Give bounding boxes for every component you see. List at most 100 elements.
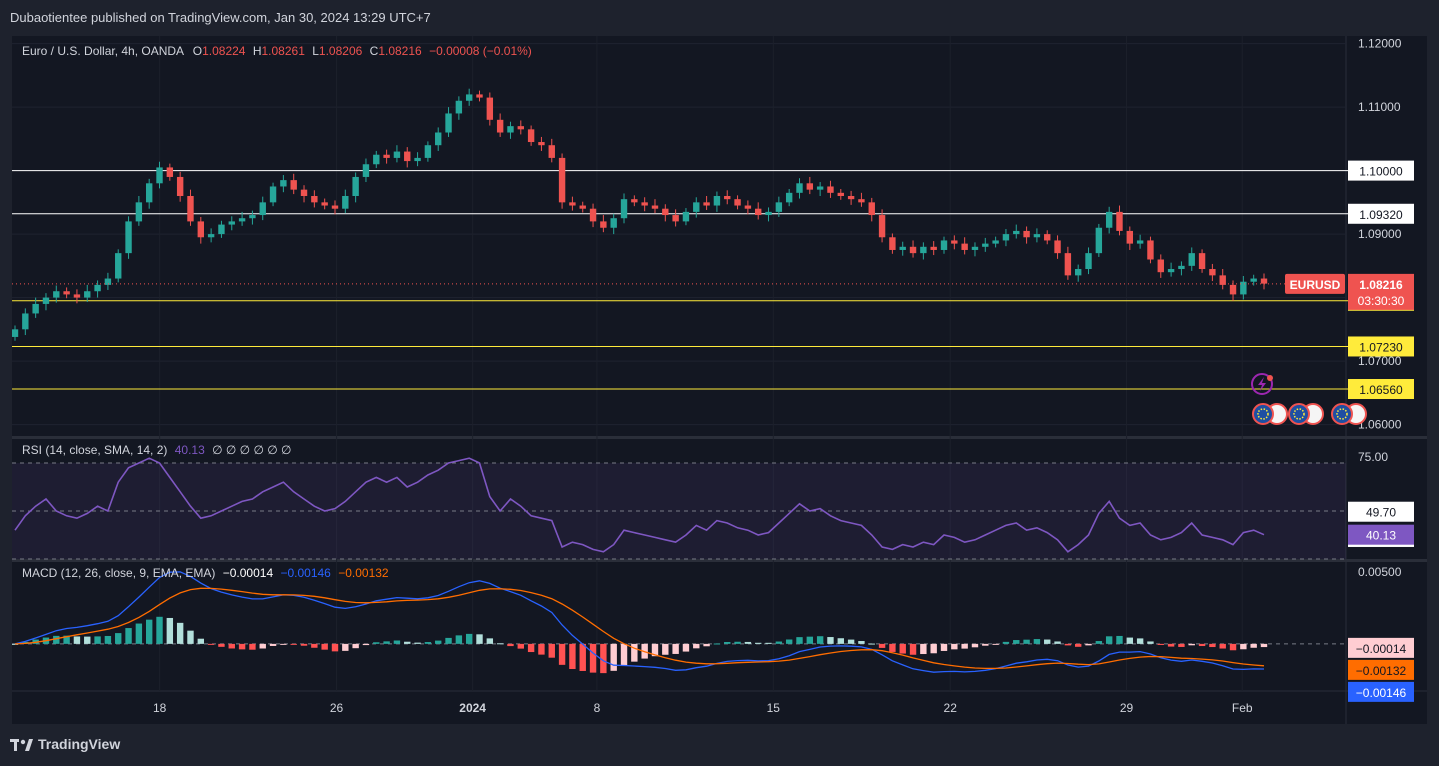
macd-histogram-bar — [744, 641, 752, 644]
macd-histogram-bar — [930, 643, 937, 654]
candle-body — [940, 240, 948, 250]
candle-body — [104, 278, 112, 285]
macd-histogram-bar — [775, 641, 783, 644]
macd-histogram-bar — [238, 643, 246, 650]
macd-histogram-bar — [909, 643, 917, 655]
candle-body — [982, 243, 989, 247]
macd-histogram-bar — [1095, 641, 1103, 644]
macd-histogram-bar — [176, 622, 184, 644]
candle-body — [1033, 234, 1041, 238]
time-tick-label: 2024 — [459, 701, 486, 715]
macd-histogram-bar — [465, 633, 473, 644]
rsi-value: 40.13 — [174, 443, 205, 457]
rsi-legend: RSI (14, close, SMA, 14, 2) 40.13 ∅ ∅ ∅ … — [22, 443, 292, 457]
macd-histogram-bar — [435, 640, 442, 644]
macd-histogram-bar — [125, 628, 132, 644]
level-tag-label: 1.09320 — [1359, 208, 1403, 222]
chart-area[interactable]: 1.120001.110001.100001.090001.080001.070… — [12, 36, 1427, 724]
macd-histogram-bar — [620, 643, 628, 666]
candle-body — [672, 215, 679, 222]
candle-body — [878, 215, 886, 238]
symbol-tag: EURUSD — [1290, 278, 1341, 292]
candle-body — [837, 192, 844, 196]
macd-histogram-bar — [538, 643, 545, 655]
candle-body — [744, 205, 752, 209]
macd-histogram-bar — [796, 637, 803, 644]
candle-body — [259, 202, 266, 216]
candle-body — [249, 215, 256, 219]
macd-histogram-bar — [166, 617, 174, 644]
macd-tag-label: −0.00014 — [1356, 642, 1407, 656]
macd-histogram-bar — [827, 637, 834, 644]
rsi-tick-label: 49.70 — [1366, 506, 1396, 520]
macd-histogram-bar — [476, 634, 483, 644]
macd-histogram-bar — [1126, 637, 1134, 644]
published-caption: Dubaotientee published on TradingView.co… — [10, 10, 431, 25]
footer-brand: TradingView — [38, 736, 121, 752]
lightning-glyph — [1258, 377, 1266, 391]
candle-body — [548, 145, 555, 158]
macd-histogram-bar — [724, 641, 731, 644]
candle-body — [693, 202, 700, 212]
candle-body — [734, 199, 741, 206]
rsi-label[interactable]: RSI (14, close, SMA, 14, 2) — [22, 443, 168, 457]
macd-histogram-bar — [1105, 636, 1113, 644]
macd-histogram-bar — [145, 619, 153, 644]
candle-body — [455, 100, 463, 114]
candle-body — [682, 211, 690, 222]
candle-body — [352, 176, 359, 196]
candle-body — [920, 246, 927, 254]
candle-body — [724, 196, 731, 200]
macd-histogram-bar — [558, 643, 566, 665]
macd-histogram-bar — [703, 643, 710, 647]
macd-histogram-bar — [290, 643, 297, 645]
eu-flag-event-icon — [1288, 403, 1310, 425]
macd-histogram-bar — [1013, 640, 1020, 644]
macd-histogram-bar — [1074, 643, 1082, 647]
symbol-name[interactable]: Euro / U.S. Dollar, 4h, OANDA — [22, 44, 184, 58]
macd-tag-bg — [1348, 659, 1414, 680]
candle-body — [589, 208, 597, 222]
candle-body — [73, 294, 81, 298]
candle-body — [538, 142, 545, 146]
macd-histogram-bar — [889, 643, 896, 652]
candle-body — [806, 183, 814, 190]
candle-body — [662, 208, 669, 216]
macd-histogram-bar — [579, 643, 586, 671]
macd-histogram-bar — [1229, 643, 1237, 651]
candle-body — [1198, 253, 1206, 270]
rsi-current-tag-bg — [1348, 524, 1414, 545]
macd-line — [14, 571, 1265, 673]
candle-body — [383, 154, 390, 158]
change-value: −0.00008 (−0.01%) — [429, 44, 532, 58]
chart-canvas[interactable]: 1.120001.110001.100001.090001.080001.070… — [12, 36, 1427, 724]
candle-body — [1188, 253, 1195, 266]
candle-body — [1157, 259, 1164, 273]
macd-label[interactable]: MACD (12, 26, close, 9, EMA, EMA) — [22, 566, 216, 580]
macd-histogram-bar — [600, 643, 607, 674]
macd-legend: MACD (12, 26, close, 9, EMA, EMA) −0.000… — [22, 566, 389, 580]
time-tick-label: 26 — [330, 701, 344, 715]
macd-histogram-bar — [1240, 643, 1247, 650]
candle-body — [94, 284, 101, 292]
level-tag-bg — [1348, 160, 1414, 181]
candle-body — [135, 202, 143, 222]
macd-histogram-bar — [858, 641, 865, 644]
macd-histogram-bar — [816, 636, 824, 644]
macd-histogram-bar — [961, 643, 968, 649]
candle-body — [280, 180, 287, 187]
macd-value: −0.00146 — [280, 566, 331, 580]
high-value: 1.08261 — [261, 44, 305, 58]
macd-histogram-bar — [507, 643, 514, 647]
candle-body — [125, 221, 132, 254]
rsi-tag-bg — [1348, 501, 1414, 522]
macd-histogram-bar — [765, 642, 772, 644]
candle-body — [1116, 211, 1123, 231]
macd-histogram-bar — [156, 616, 163, 644]
candle-body — [951, 240, 958, 244]
candle-body — [631, 199, 638, 203]
macd-histogram-bar — [1198, 643, 1206, 647]
macd-histogram-bar — [992, 643, 999, 645]
candle-body — [145, 183, 153, 203]
macd-histogram-bar — [610, 643, 617, 671]
